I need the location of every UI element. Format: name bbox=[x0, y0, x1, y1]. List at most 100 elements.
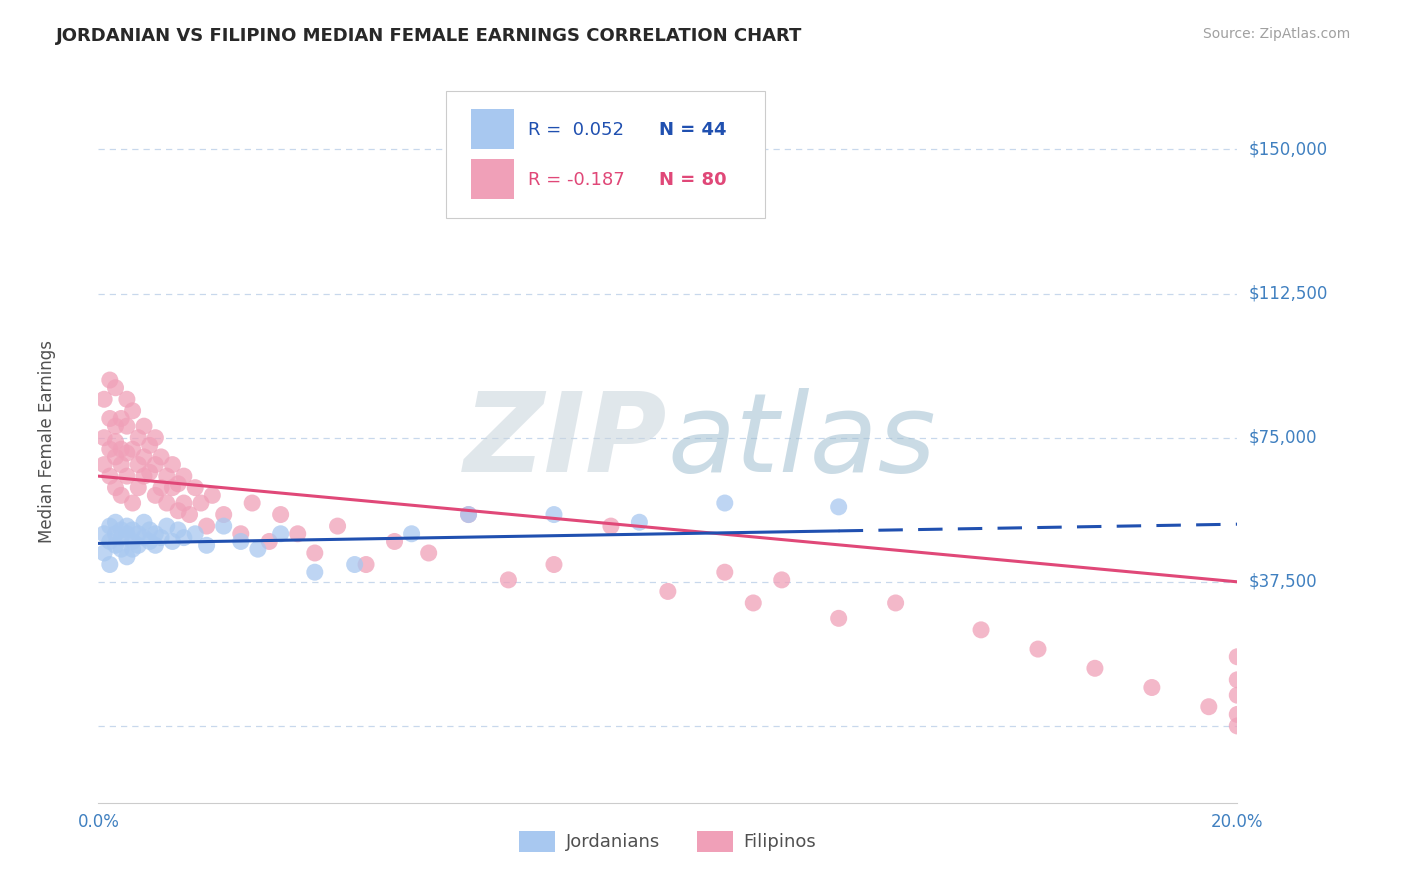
Point bbox=[121, 534, 143, 549]
Text: atlas: atlas bbox=[668, 388, 936, 495]
Point bbox=[287, 526, 309, 541]
Point bbox=[138, 438, 160, 452]
Point bbox=[190, 496, 212, 510]
Point bbox=[1084, 661, 1107, 675]
Point bbox=[110, 488, 132, 502]
Text: $75,000: $75,000 bbox=[1249, 429, 1317, 447]
Point bbox=[1026, 642, 1049, 657]
Point bbox=[93, 392, 115, 407]
Point bbox=[304, 565, 326, 579]
Point bbox=[828, 500, 851, 514]
Point bbox=[132, 450, 155, 464]
Point bbox=[104, 538, 127, 552]
Point bbox=[543, 558, 565, 572]
Point bbox=[127, 538, 149, 552]
Point bbox=[167, 476, 190, 491]
Point bbox=[162, 481, 184, 495]
Point bbox=[138, 534, 160, 549]
Text: $37,500: $37,500 bbox=[1249, 573, 1317, 591]
Point bbox=[184, 481, 207, 495]
Point bbox=[110, 542, 132, 557]
Point bbox=[104, 526, 127, 541]
Point bbox=[138, 523, 160, 537]
Point bbox=[127, 481, 149, 495]
Point bbox=[127, 431, 149, 445]
Point bbox=[150, 481, 173, 495]
Point bbox=[150, 531, 173, 545]
Point bbox=[98, 534, 121, 549]
Point bbox=[742, 596, 765, 610]
Point bbox=[93, 431, 115, 445]
Point bbox=[110, 523, 132, 537]
Point bbox=[418, 546, 440, 560]
Point bbox=[127, 526, 149, 541]
Point bbox=[828, 611, 851, 625]
Point bbox=[1226, 707, 1249, 722]
Text: ZIP: ZIP bbox=[464, 388, 668, 495]
Point bbox=[229, 534, 252, 549]
Point bbox=[240, 496, 263, 510]
Point bbox=[98, 373, 121, 387]
Point bbox=[173, 469, 195, 483]
Point bbox=[354, 558, 377, 572]
Point bbox=[132, 469, 155, 483]
Point bbox=[156, 496, 179, 510]
Point bbox=[195, 519, 218, 533]
Point bbox=[98, 442, 121, 457]
Point bbox=[884, 596, 907, 610]
Point bbox=[498, 573, 520, 587]
Text: $112,500: $112,500 bbox=[1249, 285, 1327, 302]
Text: N = 80: N = 80 bbox=[659, 171, 727, 189]
Point bbox=[179, 508, 201, 522]
Point bbox=[145, 488, 167, 502]
Text: R = -0.187: R = -0.187 bbox=[527, 171, 624, 189]
Point bbox=[138, 465, 160, 479]
Point bbox=[173, 496, 195, 510]
Point bbox=[195, 538, 218, 552]
Point bbox=[110, 531, 132, 545]
Point bbox=[212, 508, 235, 522]
Point bbox=[145, 431, 167, 445]
Point bbox=[93, 458, 115, 472]
Point bbox=[115, 392, 138, 407]
Point bbox=[162, 458, 184, 472]
Text: Median Female Earnings: Median Female Earnings bbox=[38, 340, 56, 543]
Point bbox=[104, 434, 127, 449]
Point bbox=[115, 526, 138, 541]
Point bbox=[115, 549, 138, 564]
FancyBboxPatch shape bbox=[446, 91, 765, 218]
Point bbox=[167, 504, 190, 518]
Point bbox=[145, 458, 167, 472]
Text: JORDANIAN VS FILIPINO MEDIAN FEMALE EARNINGS CORRELATION CHART: JORDANIAN VS FILIPINO MEDIAN FEMALE EARN… bbox=[56, 27, 803, 45]
Point bbox=[150, 450, 173, 464]
Point bbox=[628, 515, 651, 529]
Point bbox=[1226, 719, 1249, 733]
Point bbox=[145, 538, 167, 552]
Point bbox=[714, 565, 737, 579]
Point bbox=[110, 442, 132, 457]
Point bbox=[115, 469, 138, 483]
FancyBboxPatch shape bbox=[471, 160, 515, 199]
Point bbox=[259, 534, 281, 549]
Point bbox=[401, 526, 423, 541]
Point bbox=[543, 508, 565, 522]
Point bbox=[115, 419, 138, 434]
Point bbox=[127, 458, 149, 472]
Point bbox=[714, 496, 737, 510]
Point bbox=[201, 488, 224, 502]
Point bbox=[970, 623, 993, 637]
Point bbox=[343, 558, 366, 572]
Text: N = 44: N = 44 bbox=[659, 120, 727, 138]
Point bbox=[1226, 673, 1249, 687]
Point bbox=[657, 584, 679, 599]
Text: R =  0.052: R = 0.052 bbox=[527, 120, 624, 138]
Point bbox=[110, 411, 132, 425]
Point bbox=[98, 411, 121, 425]
Point bbox=[104, 481, 127, 495]
Point bbox=[167, 523, 190, 537]
Point bbox=[457, 508, 479, 522]
Point bbox=[98, 558, 121, 572]
Point bbox=[98, 469, 121, 483]
Point bbox=[1226, 688, 1249, 702]
Point bbox=[121, 404, 143, 418]
